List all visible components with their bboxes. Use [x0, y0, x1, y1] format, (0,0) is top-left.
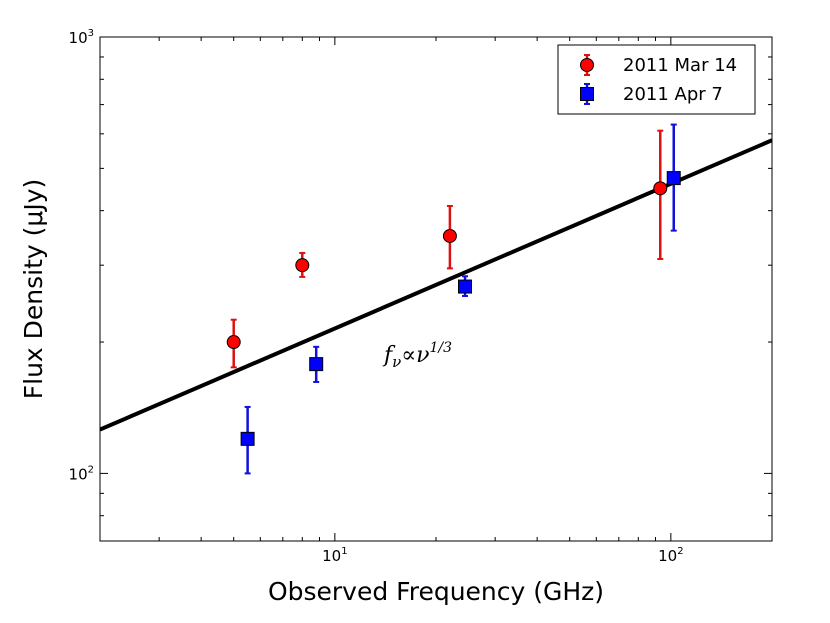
- data-point: [666, 123, 681, 232]
- tick-label: 103: [69, 28, 94, 47]
- data-point: [458, 275, 473, 297]
- data-point: [295, 251, 310, 278]
- tick-label: 102: [69, 464, 94, 483]
- legend-square-marker: [580, 87, 594, 101]
- axis-ticks: 101 102 102 103: [69, 28, 772, 565]
- legend: 2011 Mar 14 2011 Apr 7: [557, 44, 756, 115]
- data-point: [240, 405, 255, 475]
- data-point: [442, 204, 457, 270]
- data-point: [226, 318, 241, 369]
- circle-marker: [653, 181, 668, 196]
- circle-marker: [442, 228, 457, 243]
- y-axis-label: Flux Density (μJy): [19, 179, 48, 399]
- legend-entry: 2011 Mar 14: [580, 54, 737, 76]
- legend-box: [557, 44, 756, 115]
- model-annotation: fν∝ν1/3: [382, 340, 452, 371]
- tick-label: 101: [322, 546, 347, 565]
- legend-label: 2011 Mar 14: [623, 55, 737, 76]
- data-point: [653, 129, 668, 260]
- data-point: [309, 345, 324, 383]
- legend-entry: 2011 Apr 7: [580, 83, 723, 105]
- circle-marker: [295, 258, 310, 273]
- x-axis-label: Observed Frequency (GHz): [268, 577, 604, 606]
- plot-area: [100, 123, 772, 475]
- square-marker: [309, 357, 324, 372]
- square-marker: [458, 279, 473, 294]
- tick-label: 102: [658, 546, 683, 565]
- legend-label: 2011 Apr 7: [623, 84, 723, 105]
- square-marker: [666, 171, 681, 186]
- annotation-text: fν∝ν1/3: [382, 340, 452, 371]
- square-marker: [240, 431, 255, 446]
- legend-circle-marker: [580, 58, 594, 72]
- circle-marker: [226, 335, 241, 350]
